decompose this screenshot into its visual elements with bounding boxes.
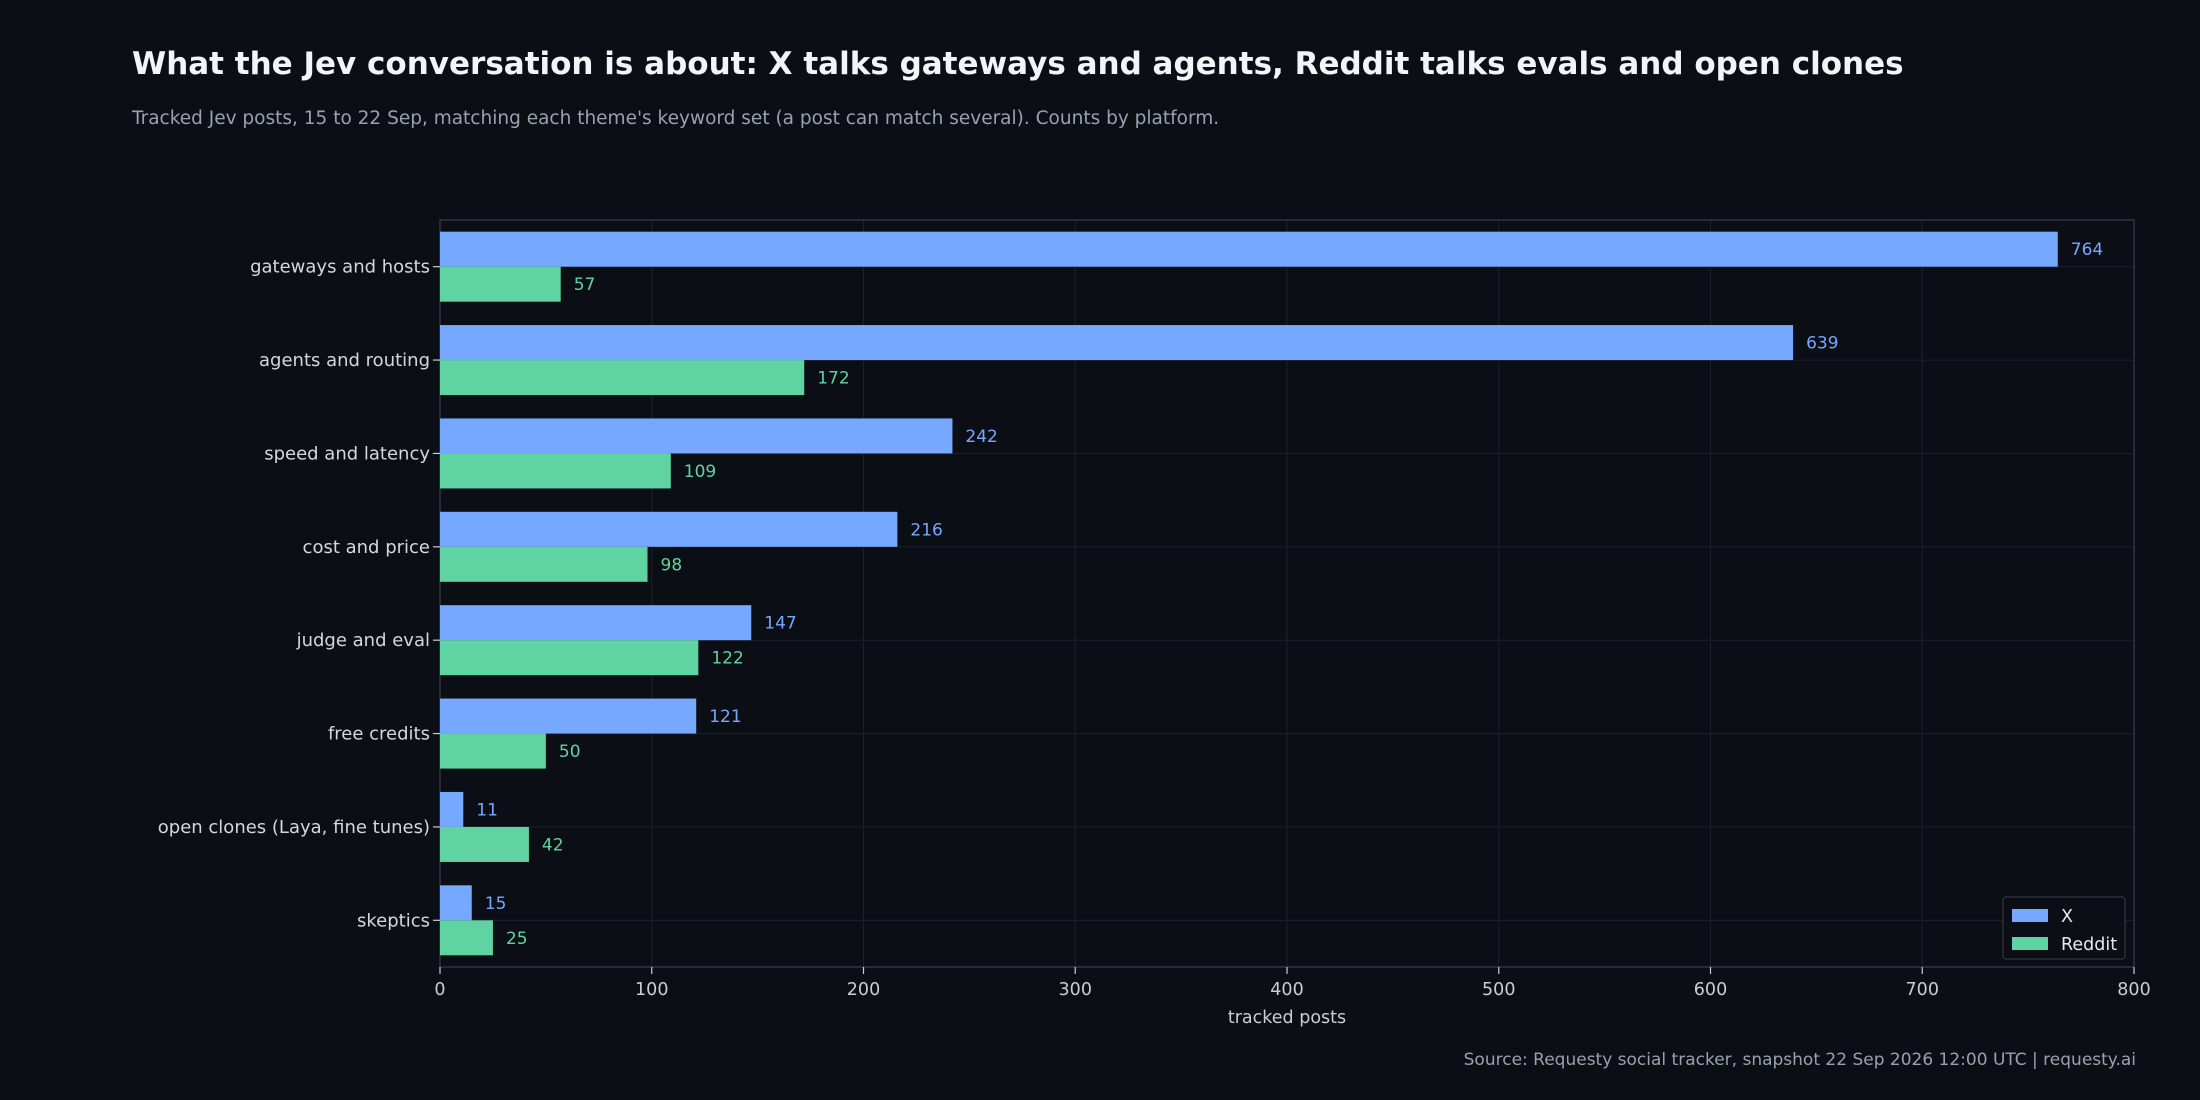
x-tick-label: 700 [1906, 980, 1939, 1000]
value-labels: 764 57 639 172 242 109 216 98 147 122 121 50 11 42 15 2… [476, 240, 2103, 949]
data-label-x: 639 [1806, 334, 1838, 354]
category-label: gateways and hosts [250, 257, 430, 278]
bar-reddit [440, 546, 648, 582]
category-label: skeptics [357, 910, 430, 931]
data-label-reddit: 25 [506, 929, 528, 949]
x-tick-label: 800 [2117, 980, 2150, 1000]
data-label-x: 242 [965, 427, 997, 447]
data-label-x: 11 [476, 800, 498, 820]
category-label: open clones (Laya, fine tunes) [158, 817, 430, 838]
x-tick-label: 600 [1694, 980, 1727, 1000]
category-label: judge and eval [296, 630, 430, 651]
bar-reddit [440, 920, 493, 956]
data-label-reddit: 172 [817, 369, 849, 389]
legend-swatch-reddit [2012, 937, 2048, 950]
data-label-reddit: 57 [574, 275, 596, 295]
source-note: Source: Requesty social tracker, snapsho… [1463, 1050, 2136, 1070]
bars [440, 231, 2058, 956]
bar-reddit [440, 733, 546, 769]
legend-label-reddit: Reddit [2061, 935, 2117, 955]
bar-reddit [440, 453, 671, 489]
category-label: speed and latency [264, 443, 430, 464]
x-axis-ticks: 0 100 200 300 400 500 600 700 800 [434, 967, 2151, 1000]
bar-reddit [440, 640, 699, 676]
x-axis-title: tracked posts [1228, 1008, 1346, 1028]
bar-reddit [440, 266, 561, 302]
data-label-x: 147 [764, 614, 796, 634]
bar-x [440, 418, 953, 454]
category-label: agents and routing [259, 350, 430, 371]
x-tick-label: 200 [847, 980, 880, 1000]
legend-swatch-x [2012, 909, 2048, 922]
bar-x [440, 511, 898, 547]
category-labels: gateways and hosts agents and routing spee… [158, 257, 440, 931]
chart-subtitle: Tracked Jev posts, 15 to 22 Sep, matchin… [132, 108, 1220, 129]
data-label-reddit: 98 [661, 555, 683, 575]
bar-x [440, 325, 1794, 361]
bar-x [440, 791, 464, 827]
data-label-reddit: 109 [684, 462, 716, 482]
legend-label-x: X [2061, 907, 2073, 927]
x-tick-label: 300 [1059, 980, 1092, 1000]
x-tick-label: 0 [434, 980, 445, 1000]
x-tick-label: 500 [1482, 980, 1515, 1000]
bar-x [440, 231, 2058, 267]
category-label: free credits [328, 724, 430, 745]
data-label-reddit: 50 [559, 742, 581, 762]
bar-x [440, 698, 697, 734]
bar-x [440, 885, 472, 921]
bar-x [440, 605, 752, 641]
bar-reddit [440, 360, 805, 396]
data-label-x: 15 [485, 894, 507, 914]
chart-title: What the Jev conversation is about: X ta… [132, 46, 1904, 82]
data-label-x: 764 [2071, 240, 2103, 260]
category-label: cost and price [303, 537, 430, 558]
x-tick-label: 400 [1270, 980, 1303, 1000]
data-label-x: 216 [910, 520, 942, 540]
data-label-reddit: 122 [711, 649, 743, 669]
data-label-x: 121 [709, 707, 741, 727]
x-tick-label: 100 [635, 980, 668, 1000]
data-label-reddit: 42 [542, 835, 564, 855]
legend: X Reddit [2002, 896, 2126, 960]
bar-reddit [440, 826, 529, 862]
